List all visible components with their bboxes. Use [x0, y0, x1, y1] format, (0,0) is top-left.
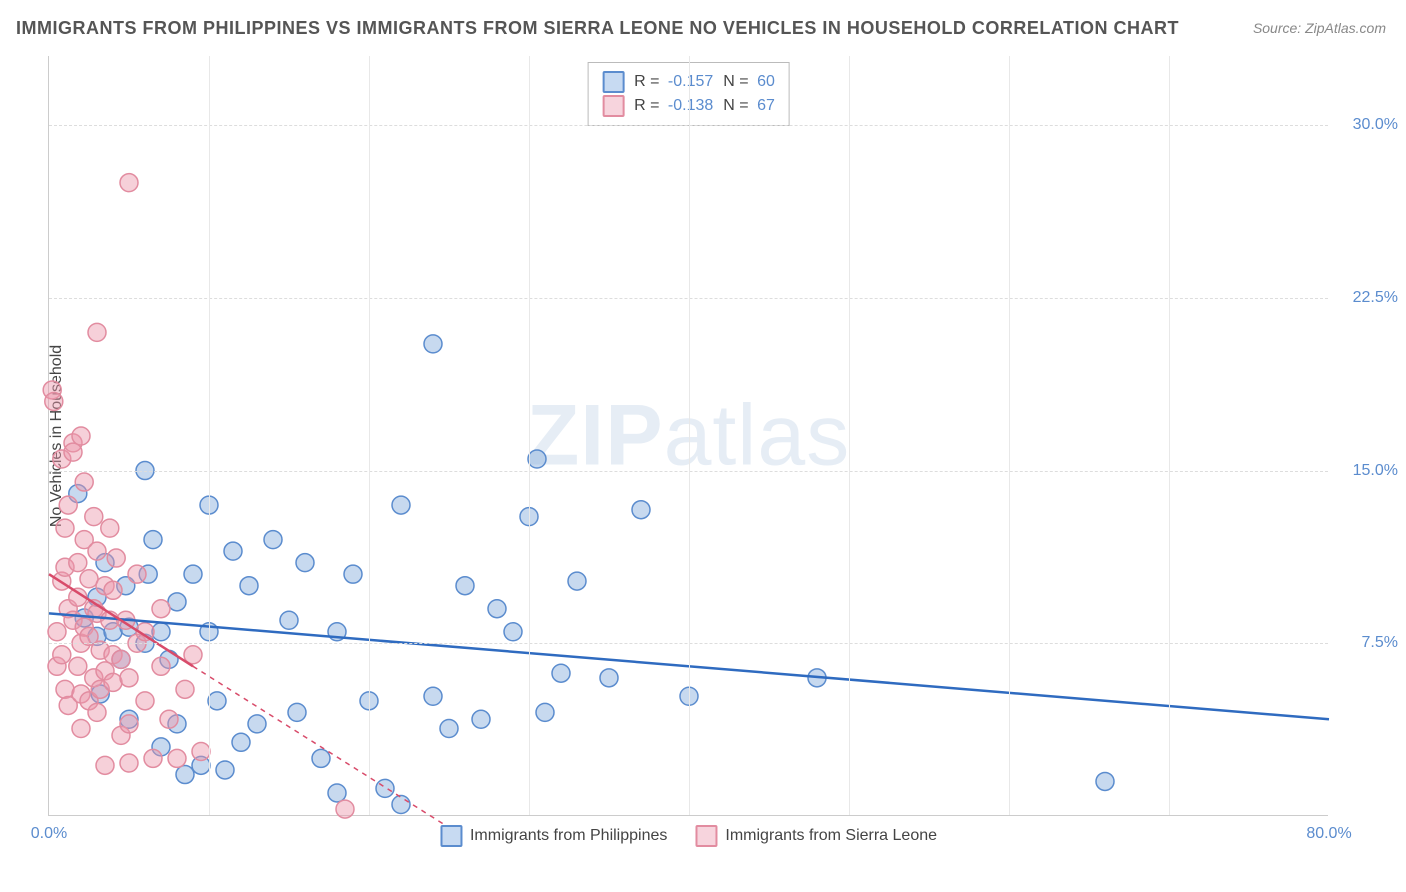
source-attribution: Source: ZipAtlas.com	[1253, 20, 1386, 36]
y-tick-label: 7.5%	[1362, 634, 1398, 652]
y-tick-label: 30.0%	[1353, 116, 1398, 134]
gridline-v	[849, 56, 850, 815]
legend-item-sierraleone: Immigrants from Sierra Leone	[695, 825, 937, 847]
y-tick-label: 22.5%	[1353, 289, 1398, 307]
swatch-philippines-icon	[440, 825, 462, 847]
x-tick-label: 0.0%	[31, 825, 67, 843]
legend-item-philippines: Immigrants from Philippines	[440, 825, 667, 847]
chart-title: IMMIGRANTS FROM PHILIPPINES VS IMMIGRANT…	[16, 18, 1179, 39]
y-tick-label: 15.0%	[1353, 462, 1398, 480]
gridline-v	[1009, 56, 1010, 815]
gridline-v	[209, 56, 210, 815]
gridline-v	[369, 56, 370, 815]
series-legend: Immigrants from Philippines Immigrants f…	[440, 825, 937, 847]
x-tick-label: 80.0%	[1306, 825, 1351, 843]
gridline-v	[1169, 56, 1170, 815]
swatch-sierraleone-icon	[695, 825, 717, 847]
gridline-v	[689, 56, 690, 815]
chart-plot-area: No Vehicles in Household ZIPatlas R = -0…	[48, 56, 1328, 816]
gridline-v	[529, 56, 530, 815]
